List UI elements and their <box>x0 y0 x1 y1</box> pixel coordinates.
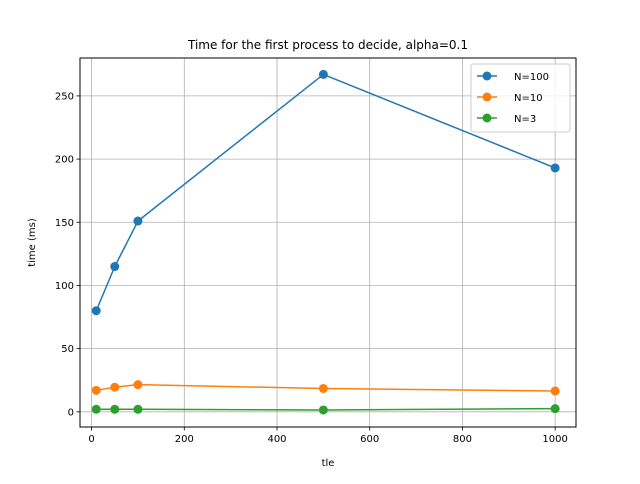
series-N=10 <box>91 380 560 396</box>
x-axis-label: tle <box>322 458 335 469</box>
data-point <box>133 380 143 390</box>
y-tick-label: 0 <box>68 407 74 418</box>
data-point <box>110 404 120 414</box>
axis-ticks: 0 200 400 600 800 1000 0 50 100 150 200 250 <box>55 91 568 445</box>
legend-item: N=100 <box>477 71 549 83</box>
data-point <box>133 404 143 414</box>
y-tick-label: 100 <box>55 281 74 292</box>
series-N=100 <box>91 69 560 316</box>
y-axis-label: time (ms) <box>27 218 38 267</box>
y-tick-label: 200 <box>55 155 74 166</box>
plot-frame <box>79 57 577 428</box>
y-tick-label: 150 <box>55 218 74 229</box>
data-point <box>318 405 328 415</box>
legend-label: N=3 <box>514 114 536 125</box>
y-tick-label: 50 <box>61 344 74 355</box>
data-point <box>318 383 328 393</box>
x-tick-label: 200 <box>175 434 194 445</box>
legend-box <box>470 63 571 133</box>
x-tick-label: 1000 <box>542 434 567 445</box>
data-point <box>550 163 560 173</box>
plot-series <box>91 69 560 415</box>
legend: N=100 N=10 N=3 <box>470 63 571 133</box>
grid-lines <box>80 58 576 427</box>
legend-marker <box>482 71 492 81</box>
data-point <box>550 404 560 414</box>
data-point <box>91 306 101 316</box>
data-point <box>91 385 101 395</box>
data-point <box>110 262 120 272</box>
legend-marker <box>482 113 492 123</box>
data-point <box>550 386 560 396</box>
data-point <box>318 69 328 79</box>
data-point <box>110 382 120 392</box>
series-N=3 <box>91 404 560 415</box>
legend-item: N=3 <box>477 113 536 125</box>
x-tick-label: 600 <box>360 434 379 445</box>
y-tick-label: 250 <box>55 91 74 102</box>
data-point <box>91 404 101 414</box>
data-point <box>133 216 143 226</box>
chart-title: Time for the first process to decide, al… <box>187 38 468 52</box>
legend-item: N=10 <box>477 92 543 104</box>
legend-label: N=10 <box>514 93 543 104</box>
legend-marker <box>482 92 492 102</box>
x-tick-label: 800 <box>453 434 472 445</box>
legend-label: N=100 <box>514 72 549 83</box>
x-tick-label: 400 <box>267 434 286 445</box>
x-tick-label: 0 <box>88 434 94 445</box>
